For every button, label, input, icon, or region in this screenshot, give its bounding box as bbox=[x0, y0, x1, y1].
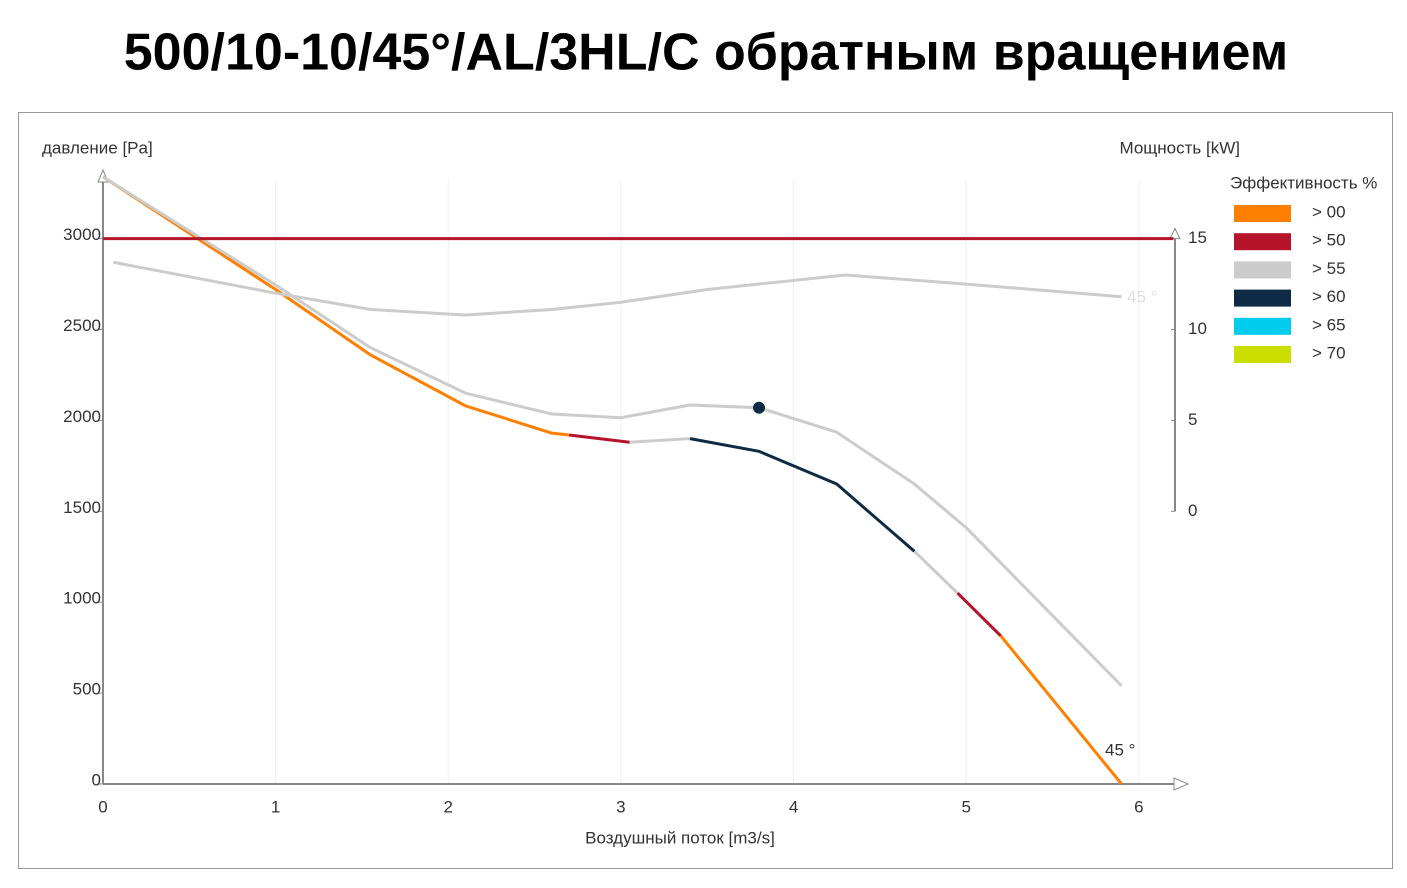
x-arrow bbox=[1173, 777, 1190, 791]
legend-swatch bbox=[1234, 205, 1291, 222]
x-tick-label: 6 bbox=[1134, 797, 1143, 816]
legend-swatch bbox=[1234, 261, 1291, 279]
series-line bbox=[629, 437, 691, 444]
x-tick-label: 5 bbox=[961, 797, 970, 816]
y2-axis-label: Мощность [kW] bbox=[1120, 138, 1241, 157]
series-line bbox=[913, 550, 959, 595]
curve-label: 45 ° bbox=[1105, 740, 1135, 759]
y-tick-label: 1500 bbox=[63, 498, 101, 517]
legend-label: > 00 bbox=[1312, 202, 1346, 221]
y2-tick-label: 0 bbox=[1188, 501, 1197, 520]
legend-swatch bbox=[1234, 289, 1291, 307]
y2-tick-label: 5 bbox=[1188, 410, 1197, 429]
x-tick-label: 4 bbox=[789, 797, 798, 816]
y2-tick-label: 10 bbox=[1188, 319, 1207, 338]
y-tick-label: 500 bbox=[73, 680, 101, 699]
series-line bbox=[999, 634, 1123, 785]
operating-point bbox=[753, 401, 766, 414]
y-tick-label: 3000 bbox=[63, 225, 101, 244]
legend-swatch bbox=[1234, 233, 1291, 251]
power-curve-label: 45 ° bbox=[1127, 287, 1157, 306]
chart-frame bbox=[18, 112, 1393, 869]
series-line bbox=[956, 592, 1002, 637]
legend-label: > 50 bbox=[1312, 231, 1346, 250]
series-line bbox=[689, 437, 916, 553]
x-tick-label: 3 bbox=[616, 797, 625, 816]
x-tick-label: 1 bbox=[271, 797, 280, 816]
legend-label: > 70 bbox=[1312, 343, 1346, 362]
legend-label: > 65 bbox=[1312, 315, 1346, 334]
x-axis-label: Воздушный поток [m3/s] bbox=[585, 828, 775, 847]
chart-title: 500/10-10/45°/AL/3HL/C обратным вращение… bbox=[124, 24, 1288, 82]
series-line bbox=[102, 175, 570, 437]
y-tick-label: 2500 bbox=[63, 316, 101, 335]
y-tick-label: 1000 bbox=[63, 589, 101, 608]
series-line bbox=[568, 433, 630, 444]
legend-title: Эффективность % bbox=[1230, 173, 1377, 192]
legend-swatch bbox=[1234, 317, 1291, 335]
y-tick-label: 0 bbox=[92, 770, 101, 789]
legend-label: > 55 bbox=[1312, 259, 1346, 278]
x-tick-label: 0 bbox=[98, 797, 107, 816]
y-axis-label: давление [Pa] bbox=[42, 138, 153, 157]
series-line bbox=[113, 260, 1122, 317]
series-line bbox=[102, 175, 1123, 687]
y-tick-label: 2000 bbox=[63, 407, 101, 426]
y2-tick-label: 15 bbox=[1188, 228, 1207, 247]
legend-label: > 60 bbox=[1312, 287, 1346, 306]
legend-swatch bbox=[1234, 346, 1291, 363]
x-tick-label: 2 bbox=[444, 797, 453, 816]
